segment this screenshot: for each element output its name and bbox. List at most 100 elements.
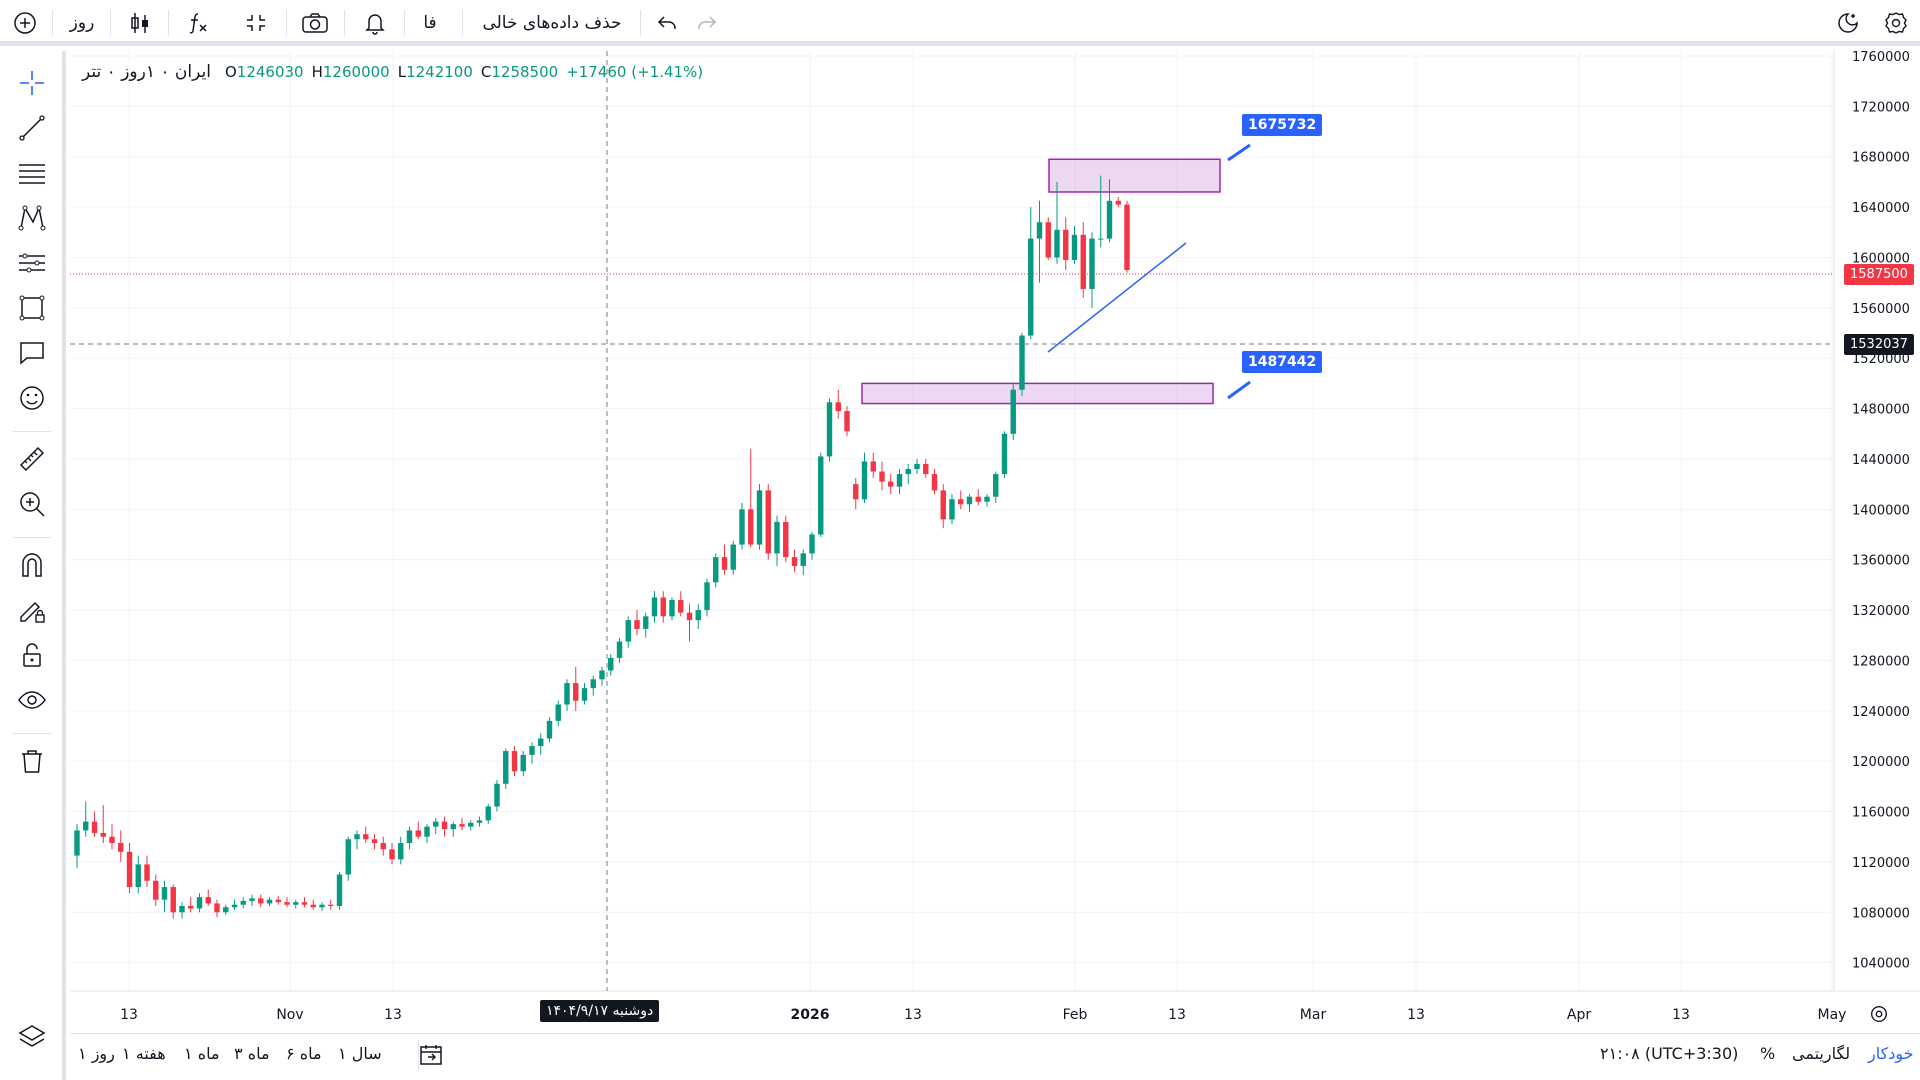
range-1w[interactable]: ۱ هفته bbox=[122, 1044, 166, 1063]
candle[interactable] bbox=[739, 503, 745, 550]
candle[interactable] bbox=[144, 855, 150, 888]
trend-line-icon[interactable] bbox=[12, 108, 52, 148]
lock-icon[interactable] bbox=[12, 635, 52, 675]
candle[interactable] bbox=[1010, 383, 1016, 441]
candle[interactable] bbox=[625, 616, 631, 648]
candle[interactable] bbox=[336, 871, 343, 910]
candle[interactable] bbox=[293, 899, 299, 909]
candle[interactable] bbox=[896, 469, 903, 495]
emoji-icon[interactable] bbox=[12, 378, 52, 418]
eye-visibility-icon[interactable] bbox=[12, 680, 52, 720]
timezone-clock[interactable]: ۲۱:۰۸ (UTC+3:30) bbox=[1600, 1044, 1739, 1063]
settings-gear-icon[interactable] bbox=[1878, 6, 1914, 40]
candle[interactable] bbox=[783, 515, 789, 563]
candle[interactable] bbox=[888, 474, 894, 495]
language-button[interactable]: فا bbox=[423, 13, 437, 33]
candle[interactable] bbox=[581, 683, 588, 705]
candle[interactable] bbox=[153, 874, 159, 906]
candle[interactable] bbox=[100, 805, 106, 844]
candles-icon[interactable] bbox=[122, 6, 158, 40]
candle[interactable] bbox=[415, 821, 421, 840]
axis-settings-gear-icon[interactable] bbox=[1868, 1003, 1890, 1029]
candle[interactable] bbox=[704, 578, 710, 617]
candle[interactable] bbox=[931, 469, 938, 495]
candle[interactable] bbox=[1089, 232, 1095, 308]
candle[interactable] bbox=[380, 836, 386, 856]
candle[interactable] bbox=[564, 679, 570, 711]
date-range-calendar-icon[interactable] bbox=[418, 1042, 444, 1072]
candle[interactable] bbox=[406, 826, 413, 850]
candle[interactable] bbox=[511, 746, 518, 777]
upper-zone-tag[interactable]: 1675732 bbox=[1242, 114, 1323, 136]
candle[interactable] bbox=[616, 637, 623, 663]
candle[interactable] bbox=[555, 700, 561, 726]
candle[interactable] bbox=[634, 610, 640, 636]
candle[interactable] bbox=[599, 666, 605, 686]
range-1m[interactable]: ۱ ماه bbox=[184, 1044, 220, 1063]
candle[interactable] bbox=[818, 452, 824, 538]
candle[interactable] bbox=[74, 824, 80, 869]
candle[interactable] bbox=[993, 471, 999, 504]
fib-retracement-icon[interactable] bbox=[12, 153, 52, 193]
candle[interactable] bbox=[844, 406, 850, 437]
candle[interactable] bbox=[608, 654, 614, 676]
add-symbol-icon[interactable] bbox=[8, 6, 42, 40]
candle[interactable] bbox=[966, 494, 973, 512]
candle[interactable] bbox=[126, 843, 133, 894]
candle[interactable] bbox=[424, 824, 430, 844]
candle[interactable] bbox=[905, 463, 911, 485]
candle[interactable] bbox=[170, 884, 176, 919]
candle[interactable] bbox=[301, 897, 308, 908]
range-6m[interactable]: ۶ ماه bbox=[286, 1044, 322, 1063]
candle[interactable] bbox=[433, 817, 439, 835]
candle[interactable] bbox=[721, 544, 728, 575]
candle[interactable] bbox=[258, 894, 264, 908]
candle[interactable] bbox=[669, 597, 675, 621]
candle[interactable] bbox=[83, 801, 89, 837]
candle[interactable] bbox=[389, 843, 395, 865]
undo-icon[interactable] bbox=[650, 6, 684, 40]
upper-supply-zone[interactable] bbox=[1048, 158, 1221, 193]
candle[interactable] bbox=[91, 811, 98, 837]
candle[interactable] bbox=[809, 531, 815, 560]
candle[interactable] bbox=[529, 742, 535, 764]
candle[interactable] bbox=[1124, 200, 1130, 273]
candle[interactable] bbox=[975, 489, 981, 506]
percent-scale-toggle[interactable]: % bbox=[1760, 1044, 1776, 1063]
trend-line[interactable] bbox=[1047, 242, 1187, 353]
candle[interactable] bbox=[748, 448, 754, 548]
candle[interactable] bbox=[861, 452, 868, 504]
candle[interactable] bbox=[196, 893, 203, 913]
candle[interactable] bbox=[398, 836, 404, 865]
candle[interactable] bbox=[713, 553, 719, 588]
crosshair-icon[interactable] bbox=[12, 63, 52, 103]
candle[interactable] bbox=[678, 591, 684, 617]
candle[interactable] bbox=[686, 603, 693, 642]
candle[interactable] bbox=[1028, 207, 1034, 340]
indicators-fx-icon[interactable] bbox=[180, 6, 216, 40]
candle[interactable] bbox=[949, 494, 955, 525]
auto-scale-toggle[interactable]: خودکار bbox=[1868, 1044, 1914, 1063]
compare-arrows-icon[interactable] bbox=[238, 6, 274, 40]
candle[interactable] bbox=[249, 894, 255, 906]
candle[interactable] bbox=[984, 494, 990, 507]
magic-theme-icon[interactable] bbox=[1830, 6, 1866, 40]
candle[interactable] bbox=[573, 666, 579, 711]
candle[interactable] bbox=[538, 733, 544, 755]
candle[interactable] bbox=[835, 389, 841, 419]
candle[interactable] bbox=[651, 591, 658, 623]
camera-icon[interactable] bbox=[296, 6, 334, 40]
range-3m[interactable]: ۳ ماه bbox=[234, 1044, 270, 1063]
candle[interactable] bbox=[870, 452, 876, 478]
candle[interactable] bbox=[223, 904, 229, 915]
remove-empty-data-button[interactable]: حذف داده‌های خالی bbox=[482, 13, 622, 33]
candle[interactable] bbox=[1080, 222, 1086, 298]
candle[interactable] bbox=[643, 612, 649, 638]
candle[interactable] bbox=[940, 484, 946, 529]
candle[interactable] bbox=[109, 824, 115, 850]
candle[interactable] bbox=[275, 895, 281, 905]
candle[interactable] bbox=[756, 484, 763, 550]
candle[interactable] bbox=[266, 897, 273, 906]
candle[interactable] bbox=[371, 834, 378, 850]
